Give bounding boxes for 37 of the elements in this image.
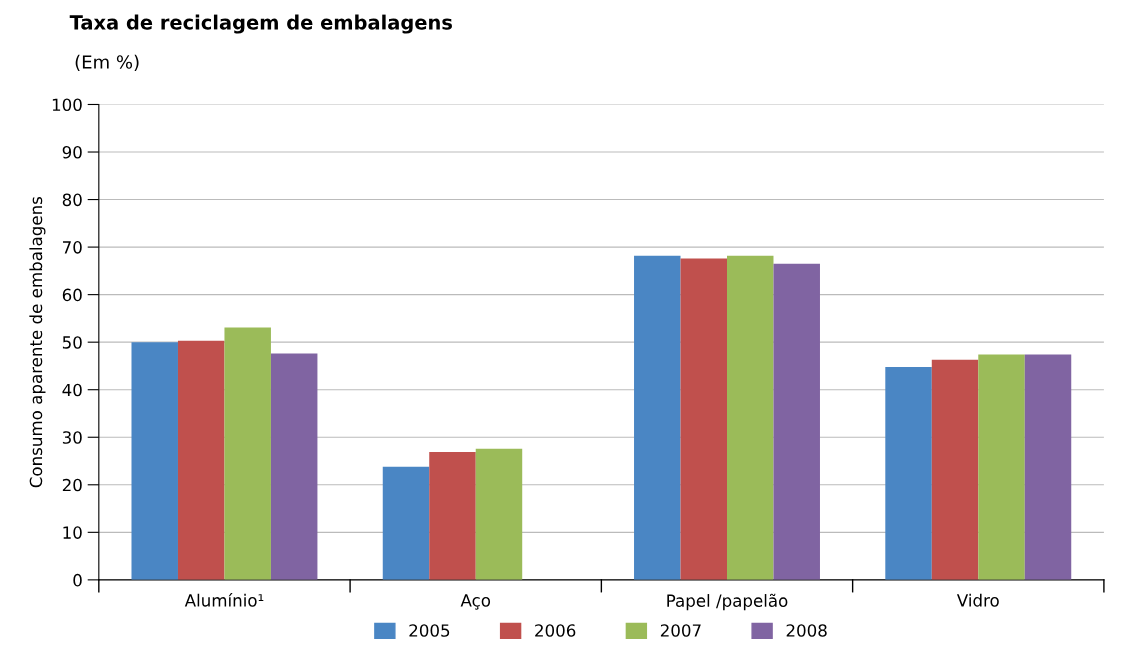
- legend-label: 2006: [535, 624, 576, 637]
- y-tick-label: 100: [52, 98, 82, 112]
- y-tick-label: 10: [63, 526, 82, 539]
- y-tick-label: 70: [63, 241, 82, 254]
- bar: [773, 263, 820, 580]
- bar: [931, 359, 979, 580]
- bar: [1024, 354, 1072, 580]
- y-tick-label: 50: [62, 336, 82, 349]
- legend-label: 2005: [409, 624, 450, 637]
- y-tick-label: 20: [62, 478, 82, 492]
- y-tick-label: 60: [62, 288, 82, 302]
- bar: [634, 255, 681, 580]
- x-tick-label: Vidro: [956, 593, 999, 607]
- y-tick-label: 0: [73, 573, 82, 587]
- legend-label: 2008: [786, 624, 827, 637]
- bar: [177, 340, 225, 580]
- x-tick-label: Papel /papelão: [667, 593, 788, 611]
- bar: [680, 258, 727, 580]
- bar: [270, 353, 318, 580]
- y-axis-title: Consumo aparente de embalagens: [29, 196, 46, 488]
- y-tick-label: 80: [62, 193, 82, 207]
- y-tick-label: 40: [62, 383, 82, 397]
- x-tick-label: Alumínio¹: [184, 593, 264, 607]
- chart-subtitle: (Em %): [75, 54, 139, 71]
- chart-title: Taxa de reciclagem de embalagens: [69, 14, 452, 34]
- legend-label: 2007: [660, 624, 701, 637]
- bar: [978, 354, 1025, 580]
- bar: [885, 366, 932, 580]
- y-tick-label: 30: [62, 431, 82, 444]
- bar: [131, 342, 178, 580]
- bar: [224, 327, 271, 580]
- y-tick-label: 90: [62, 145, 82, 159]
- bar: [429, 451, 476, 580]
- bar: [727, 255, 774, 580]
- bar: [382, 466, 430, 580]
- x-tick-label: Aço: [460, 594, 491, 610]
- bar: [475, 448, 523, 580]
